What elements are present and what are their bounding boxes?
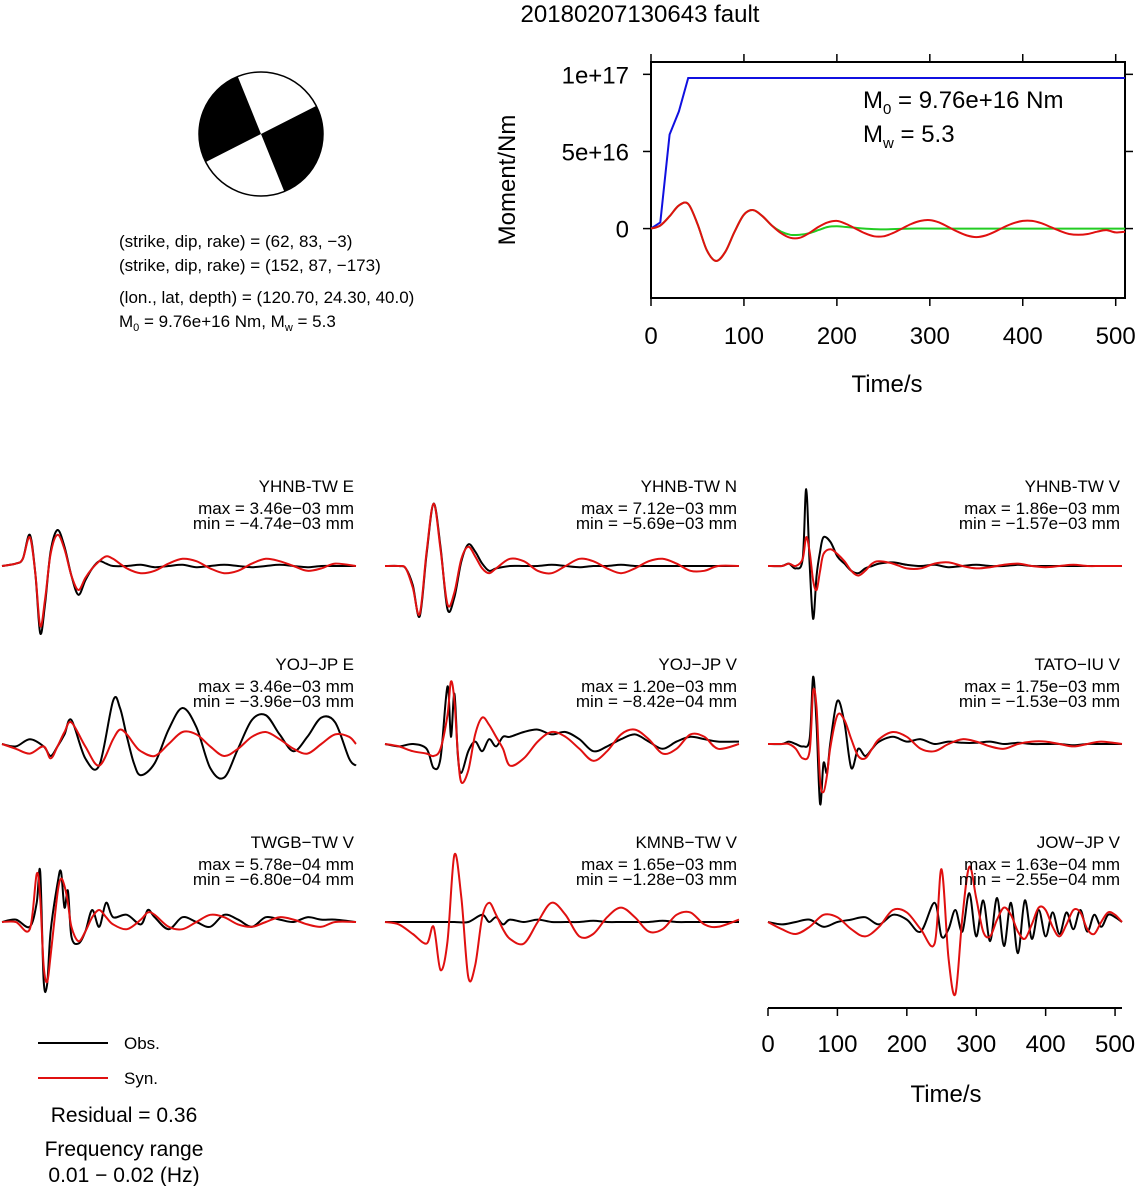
moment-xtick-label: 500 [1096, 323, 1136, 350]
moment-xtick-label: 0 [644, 323, 657, 350]
waveform-xtick-label: 200 [887, 1031, 927, 1058]
waveform-min-label: min = −3.96e−03 mm [193, 692, 354, 711]
waveform-max-label: max = 3.46e−03 mm [198, 499, 354, 518]
moment-ytick-label: 0 [616, 217, 629, 244]
synthetic-trace [768, 687, 1123, 794]
legend-obs-label: Obs. [124, 1034, 160, 1053]
moment-xlabel: Time/s [851, 371, 922, 398]
waveform-xtick-label: 0 [761, 1031, 774, 1058]
waveform-max-label: max = 1.65e−03 mm [581, 855, 737, 874]
observed-trace [1, 529, 356, 636]
moment-mw-annotation: Mw = 5.3 [863, 121, 955, 152]
waveform-xtick-label: 400 [1026, 1031, 1066, 1058]
figure-title: 20180207130643 fault [521, 1, 760, 28]
moment-series-1 [650, 201, 1125, 262]
waveform-station-label: YHNB-TW N [641, 477, 737, 496]
waveform-station-label: YOJ−JP E [275, 655, 354, 674]
waveform-max-label: max = 3.46e−03 mm [198, 677, 354, 696]
frequency-range-label: Frequency range [45, 1138, 204, 1161]
waveform-min-label: min = −1.28e−03 mm [576, 870, 737, 889]
moment-plot-frame [650, 61, 1126, 299]
observed-trace [385, 913, 739, 926]
synthetic-trace [1, 871, 357, 984]
synthetic-trace [384, 502, 740, 616]
nodal-plane-1: (strike, dip, rake) = (62, 83, −3) [119, 232, 352, 251]
waveform-max-label: max = 1.75e−03 mm [964, 677, 1120, 696]
waveform-min-label: min = −2.55e−04 mm [959, 870, 1120, 889]
synthetic-trace [1, 720, 357, 767]
waveform-station-label: YHNB-TW V [1025, 477, 1121, 496]
moment-xtick-label: 300 [910, 323, 950, 350]
moment-xtick-label: 100 [724, 323, 764, 350]
beachball-compression [199, 72, 323, 196]
nodal-plane-2: (strike, dip, rake) = (152, 87, −173) [119, 256, 381, 275]
synthetic-trace [767, 536, 1122, 592]
mechanism-info: (strike, dip, rake) = (62, 83, −3) (stri… [119, 232, 414, 334]
waveform-min-label: min = −1.57e−03 mm [959, 514, 1120, 533]
magnitude-info: M0 = 9.76e+16 Nm, Mw = 5.3 [119, 312, 336, 334]
waveform-station-label: YOJ−JP V [658, 655, 737, 674]
synthetic-trace [767, 865, 1123, 997]
beachball-outline [198, 71, 324, 197]
waveform-station-label: TATO−IU V [1035, 655, 1121, 674]
legend: Obs. Syn. [38, 1034, 160, 1088]
synthetic-trace [1, 533, 357, 628]
moment-axes: 0 100 200 300 400 500 0 5e+16 1e+17 [562, 54, 1136, 350]
synthetic-trace [384, 852, 740, 983]
residual: Residual = 0.36 [51, 1104, 198, 1127]
focal-mechanism-beachball [198, 71, 324, 197]
waveform-max-label: max = 1.63e−04 mm [964, 855, 1120, 874]
waveform-time-axis: 0 100 200 300 400 500 [761, 1007, 1135, 1058]
observed-trace [767, 892, 1123, 955]
waveform-min-label: min = −6.80e−04 mm [193, 870, 354, 889]
waveform-min-label: min = −1.53e−03 mm [959, 692, 1120, 711]
waveform-station-label: TWGB−TW V [251, 833, 355, 852]
moment-xtick-label: 400 [1003, 323, 1043, 350]
waveform-max-label: max = 1.20e−03 mm [581, 677, 737, 696]
waveform-station-label: KMNB−TW V [635, 833, 737, 852]
waveform-min-label: min = −4.74e−03 mm [193, 514, 354, 533]
moment-ytick-label: 1e+17 [562, 62, 629, 89]
waveform-max-label: max = 7.12e−03 mm [581, 499, 737, 518]
observed-trace [1, 867, 357, 994]
legend-syn-label: Syn. [124, 1069, 158, 1088]
moment-series-2 [650, 201, 1126, 262]
waveform-station-label: JOW−JP V [1037, 833, 1121, 852]
moment-ylabel: Moment/Nm [494, 115, 521, 246]
waveform-max-label: max = 5.78e−04 mm [198, 855, 354, 874]
moment-series [650, 77, 1126, 262]
waveform-max-label: max = 1.86e−03 mm [964, 499, 1120, 518]
waveform-xlabel: Time/s [910, 1081, 981, 1108]
waveform-min-label: min = −8.42e−04 mm [576, 692, 737, 711]
moment-chart: 0 100 200 300 400 500 0 5e+16 1e+17 Moment/Nm Ti… [494, 54, 1136, 398]
waveform-xtick-label: 300 [956, 1031, 996, 1058]
waveform-min-label: min = −5.69e−03 mm [576, 514, 737, 533]
waveform-xtick-label: 500 [1095, 1031, 1135, 1058]
moment-series-0 [650, 77, 1125, 230]
moment-m0-annotation: M0 = 9.76e+16 Nm [863, 87, 1063, 118]
waveform-xtick-label: 100 [817, 1031, 857, 1058]
moment-ytick-label: 5e+16 [562, 139, 629, 166]
synthetic-trace [384, 680, 740, 785]
hypocenter: (lon., lat, depth) = (120.70, 24.30, 40.… [119, 288, 414, 307]
waveform-station-label: YHNB-TW E [259, 477, 354, 496]
frequency-range-value: 0.01 − 0.02 (Hz) [48, 1164, 199, 1186]
moment-xtick-label: 200 [817, 323, 857, 350]
